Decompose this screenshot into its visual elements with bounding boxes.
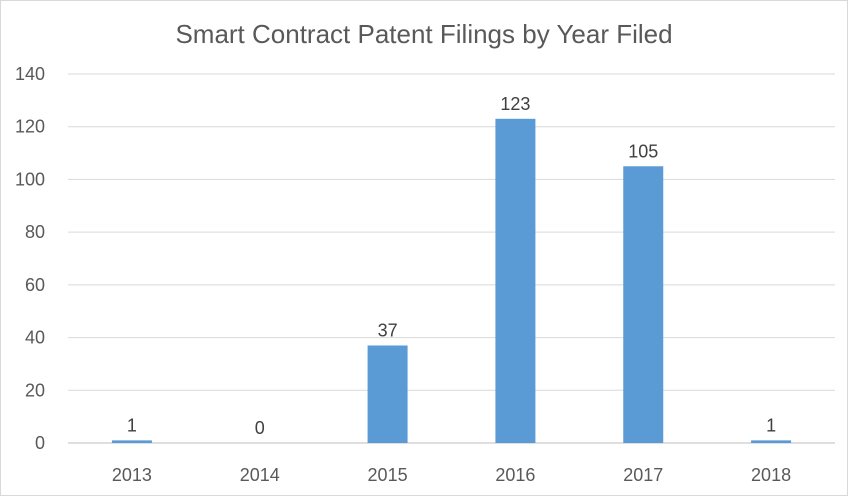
y-tick-label: 60 [25, 275, 45, 295]
data-label: 105 [628, 141, 658, 161]
data-labels: 1 0 37 123 105 1 [127, 94, 776, 438]
x-tick-label: 2014 [240, 465, 280, 485]
x-tick-label: 2013 [112, 465, 152, 485]
data-label: 123 [500, 94, 530, 114]
x-tick-label: 2016 [495, 465, 535, 485]
y-tick-label: 40 [25, 328, 45, 348]
y-tick-label: 20 [25, 380, 45, 400]
y-tick-label: 0 [35, 433, 45, 453]
x-tick-label: 2015 [368, 465, 408, 485]
x-tick-label: 2017 [623, 465, 663, 485]
data-label: 1 [766, 415, 776, 435]
chart-title: Smart Contract Patent Filings by Year Fi… [175, 19, 672, 49]
bar [495, 118, 536, 444]
x-axis-ticks: 2013 2014 2015 2016 2017 2018 [112, 465, 791, 485]
y-tick-label: 100 [15, 169, 45, 189]
y-tick-label: 80 [25, 222, 45, 242]
y-tick-label: 120 [15, 117, 45, 137]
y-axis-ticks: 0 20 40 60 80 100 120 140 [15, 64, 45, 453]
bar [623, 166, 664, 443]
data-label: 0 [255, 418, 265, 438]
bar [751, 440, 792, 443]
x-tick-label: 2018 [751, 465, 791, 485]
bars [111, 118, 792, 444]
bar [367, 345, 408, 443]
data-label: 37 [378, 320, 398, 340]
y-tick-label: 140 [15, 64, 45, 84]
gridlines [68, 73, 835, 444]
data-label: 1 [127, 415, 137, 435]
bar [111, 440, 152, 443]
